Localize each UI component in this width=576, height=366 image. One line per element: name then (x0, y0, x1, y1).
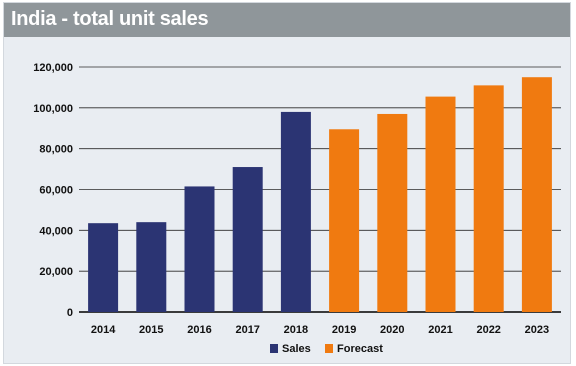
x-tick-label: 2018 (284, 324, 308, 336)
bar-forecast-2019 (329, 129, 360, 312)
bar-forecast-2022 (473, 85, 504, 312)
y-tick-label: 60,000 (39, 185, 73, 197)
x-tick-label: 2017 (235, 324, 259, 336)
x-tick-label: 2021 (428, 324, 452, 336)
x-tick-label: 2015 (139, 324, 163, 336)
legend-swatch-sales (270, 344, 278, 353)
bar-sales-2016 (184, 186, 215, 312)
x-tick-label: 2016 (187, 324, 211, 336)
bar-chart: 0 20,000 40,000 60,000 80,000 100,000 120,000 2… (33, 62, 561, 355)
y-tick-label: 80,000 (39, 144, 73, 156)
bar-sales-2018 (280, 111, 311, 313)
y-tick-label: 120,000 (33, 62, 73, 74)
bar-sales-2014 (88, 223, 119, 312)
chart-title: India - total unit sales (11, 8, 209, 30)
y-tick-label: 20,000 (39, 266, 73, 278)
y-tick-label: 40,000 (39, 225, 73, 237)
title-bar: India - total unit sales (4, 3, 570, 37)
bar-forecast-2023 (521, 77, 552, 312)
bar-sales-2015 (136, 222, 167, 312)
legend-label-forecast: Forecast (337, 343, 383, 355)
y-tick-label: 100,000 (33, 103, 73, 115)
bar-forecast-2020 (377, 113, 408, 312)
y-tick-label: 0 (67, 307, 73, 319)
legend-swatch-forecast (325, 344, 333, 353)
bar-forecast-2021 (425, 96, 456, 313)
x-tick-label: 2020 (380, 324, 404, 336)
x-tick-label: 2019 (332, 324, 356, 336)
x-tick-label: 2022 (476, 324, 500, 336)
bar-sales-2017 (232, 167, 263, 312)
x-tick-label: 2023 (525, 324, 549, 336)
chart-frame: India - total unit sales 0 20,000 40,000 60… (3, 2, 571, 364)
x-tick-label: 2014 (91, 324, 116, 336)
legend-label-sales: Sales (282, 343, 311, 355)
